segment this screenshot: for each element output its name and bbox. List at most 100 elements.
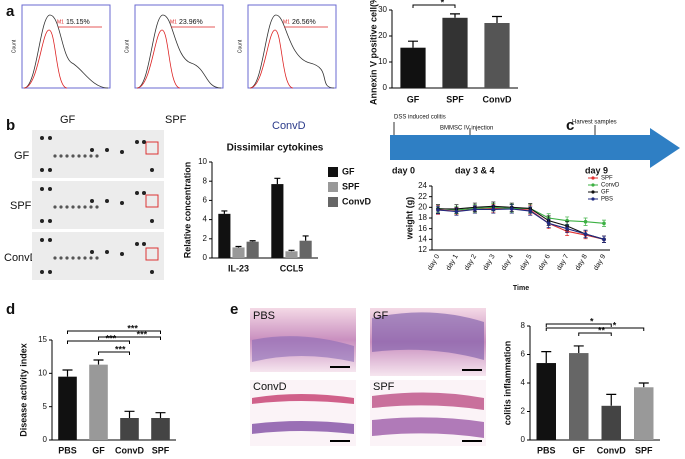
error-bar	[302, 235, 309, 241]
x-tick-label: GF	[573, 445, 586, 455]
significance-bracket	[578, 332, 612, 336]
significance-label: *	[441, 0, 445, 7]
timeline-event: DSS induced colitis	[394, 115, 446, 121]
y-tick-label: 10	[378, 57, 387, 66]
x-tick-label: SPF	[446, 94, 464, 104]
blot-dot	[142, 191, 146, 195]
bar	[601, 405, 621, 440]
blot-dot	[53, 154, 57, 158]
blot-dot	[77, 256, 81, 260]
bar	[271, 184, 284, 258]
significance-label: *	[613, 320, 617, 330]
y-tick-label: 8	[521, 321, 526, 330]
panel-label: a	[6, 3, 15, 20]
y-tick-label: 15	[38, 335, 47, 344]
y-axis-label: Annexin V positive cell(%)	[368, 0, 378, 105]
blot-dot	[105, 148, 109, 152]
legend-label: GF	[342, 166, 355, 176]
flow-gate-label: M1	[170, 19, 177, 25]
histology-image	[250, 380, 356, 446]
flow-plot	[247, 4, 337, 89]
y-axis-label: colitis inflammation	[502, 341, 512, 426]
blot-dot	[135, 191, 139, 195]
blot-column-label: GF	[60, 114, 76, 126]
legend-label: ConvD	[342, 196, 372, 206]
blot-dot	[105, 250, 109, 254]
x-tick-label: ConvD	[115, 445, 145, 455]
error-bar	[124, 410, 135, 418]
x-axis-label: Time	[513, 285, 529, 292]
tissue	[372, 417, 484, 438]
y-tick-label: 16	[418, 224, 427, 233]
bar	[89, 364, 108, 440]
blot-dot	[83, 256, 87, 260]
legend-label: GF	[601, 190, 610, 196]
significance-label: ***	[106, 333, 117, 343]
error-bar	[606, 393, 617, 406]
blot-dot	[135, 242, 139, 246]
blot-dot	[71, 154, 75, 158]
blot-dot	[120, 252, 124, 256]
blot-dot	[48, 187, 52, 191]
x-tick-label: day 7	[556, 253, 571, 271]
y-tick-label: 0	[383, 83, 388, 92]
significance-label: *	[590, 316, 594, 326]
bar	[232, 247, 245, 258]
error-bar	[450, 13, 460, 18]
timeline-event: Harvest samples	[572, 120, 617, 126]
significance-bracket	[545, 327, 645, 331]
blot-dot	[90, 250, 94, 254]
flow-percent: 26.56%	[292, 19, 316, 26]
legend-marker	[591, 176, 595, 180]
legend-label: SPF	[601, 176, 613, 182]
marker	[528, 209, 533, 213]
marker	[454, 209, 459, 214]
significance-bracket	[98, 336, 161, 340]
flow-y-label: Count	[124, 39, 130, 53]
flow-gate-label: M1	[57, 19, 64, 25]
flow-curve	[23, 29, 68, 89]
y-tick-label: 22	[418, 192, 427, 201]
flow-curve	[136, 14, 222, 89]
error-bar	[62, 369, 73, 377]
x-tick-label: day 8	[574, 253, 589, 271]
histology-label: GF	[373, 310, 389, 322]
legend-marker	[591, 183, 595, 187]
flow-curve	[249, 29, 294, 89]
panel-label: e	[230, 301, 238, 318]
marker	[565, 226, 569, 231]
blot	[32, 232, 164, 280]
x-tick-label: day 2	[464, 253, 479, 271]
y-axis-label: weight (g)	[404, 197, 414, 241]
blot-dot	[40, 187, 44, 191]
x-tick-label: IL-23	[228, 263, 249, 273]
blot-dot	[40, 136, 44, 140]
timeline-day: day 3 & 4	[455, 165, 495, 175]
blot-dot	[48, 238, 52, 242]
blot-highlight	[145, 194, 159, 208]
significance-bracket	[67, 340, 130, 344]
line	[437, 208, 605, 240]
blot-dot	[150, 219, 154, 223]
x-tick-label: PBS	[58, 445, 77, 455]
y-tick-label: 0	[43, 435, 48, 444]
marker	[602, 221, 606, 226]
blot-dot	[142, 140, 146, 144]
blot-dot	[120, 201, 124, 205]
x-tick-label: day 3	[482, 253, 497, 271]
blot-row-label: GF	[14, 150, 30, 162]
timeline-event: BMMSC IV injection	[440, 126, 493, 132]
panel-label: c	[566, 117, 574, 134]
marker	[583, 232, 588, 236]
error-bar	[93, 359, 104, 365]
blot-dot	[71, 205, 75, 209]
error-bar	[274, 177, 281, 185]
y-tick-label: 6	[203, 196, 208, 205]
blot-dot	[150, 270, 154, 274]
significance-label: ***	[137, 329, 148, 339]
marker	[602, 237, 606, 242]
tissue	[252, 421, 354, 434]
flow-curve	[23, 14, 109, 89]
blot-dot	[150, 168, 154, 172]
